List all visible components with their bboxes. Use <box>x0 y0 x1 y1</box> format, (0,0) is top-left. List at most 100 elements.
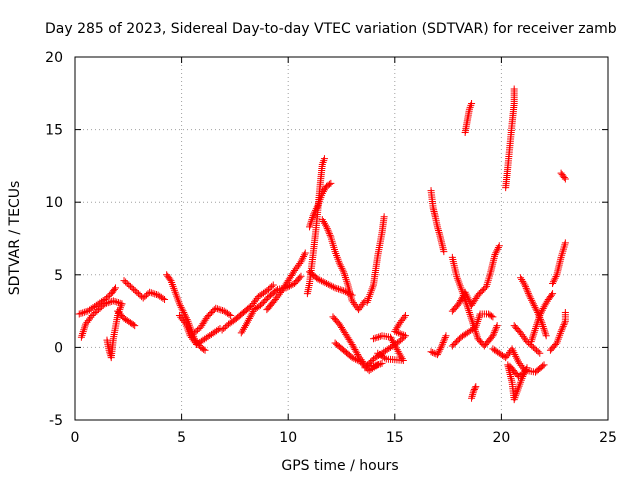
data-point <box>311 206 319 214</box>
data-point <box>434 225 442 233</box>
data-point <box>325 230 333 238</box>
data-point <box>336 261 344 269</box>
data-point <box>161 295 169 303</box>
data-point <box>542 330 550 338</box>
y-tick-label-0: -5 <box>49 413 63 429</box>
data-point <box>111 298 119 306</box>
data-point <box>531 345 539 353</box>
data-point <box>328 282 336 290</box>
data-point <box>101 300 109 308</box>
data-point <box>351 345 359 353</box>
data-point <box>343 289 351 297</box>
data-point <box>387 335 395 343</box>
data-point <box>109 297 117 305</box>
data-point <box>455 300 463 308</box>
data-point <box>287 281 295 289</box>
data-point <box>194 326 202 334</box>
data-point <box>206 310 214 318</box>
data-point <box>318 189 326 197</box>
data-point <box>335 259 343 267</box>
data-point <box>312 205 320 213</box>
data-point <box>392 326 400 334</box>
data-point <box>533 346 541 354</box>
data-point <box>549 290 557 298</box>
data-point <box>175 300 183 308</box>
data-point <box>533 307 541 315</box>
data-point <box>435 347 443 355</box>
data-point <box>77 309 85 317</box>
data-point <box>530 302 538 310</box>
data-point <box>536 311 544 319</box>
data-point <box>306 223 314 231</box>
data-point <box>466 310 474 318</box>
data-point <box>264 285 272 293</box>
axis-ticks: 0 5 10 15 20 25 -5 0 5 10 15 20 <box>45 50 617 446</box>
data-point <box>331 284 339 292</box>
data-point <box>529 343 537 351</box>
data-point <box>561 309 569 317</box>
data-point <box>306 221 314 229</box>
data-point <box>389 339 397 347</box>
data-point <box>79 328 87 336</box>
data-point <box>528 334 536 342</box>
data-point <box>394 347 402 355</box>
data-point <box>539 362 547 370</box>
data-point <box>262 295 270 303</box>
data-point <box>492 323 500 331</box>
data-point <box>362 362 370 370</box>
data-point <box>391 327 399 335</box>
data-point <box>557 327 565 335</box>
data-point <box>176 302 184 310</box>
data-point <box>136 291 144 299</box>
data-point <box>387 333 395 341</box>
data-point <box>528 336 536 344</box>
data-point <box>343 279 351 287</box>
data-point <box>269 281 277 289</box>
data-point <box>435 228 443 236</box>
data-point <box>320 157 328 165</box>
data-point <box>487 312 495 320</box>
data-point <box>205 311 213 319</box>
data-point <box>491 327 499 335</box>
data-point <box>434 349 442 357</box>
data-point <box>106 298 114 306</box>
data-point <box>393 346 401 354</box>
data-point <box>521 368 529 376</box>
data-point <box>110 285 118 293</box>
data-point <box>401 332 409 340</box>
data-point <box>436 345 444 353</box>
data-point <box>203 313 211 321</box>
data-point <box>560 174 568 182</box>
data-point <box>299 254 307 262</box>
data-point <box>152 291 160 299</box>
data-point <box>532 305 540 313</box>
data-point <box>75 310 83 318</box>
data-point <box>391 342 399 350</box>
plot-frame <box>74 56 609 421</box>
data-point <box>319 217 327 225</box>
data-point <box>217 306 225 314</box>
data-point <box>532 325 540 333</box>
data-point <box>240 323 248 331</box>
data-point <box>358 359 366 367</box>
data-point <box>87 313 95 321</box>
data-point <box>494 244 502 252</box>
data-point <box>333 284 341 292</box>
chart-title: Day 285 of 2023, Sidereal Day-to-day VTE… <box>45 21 617 37</box>
data-point <box>427 348 435 356</box>
data-point <box>326 231 334 239</box>
data-point <box>528 342 536 350</box>
data-point <box>373 334 381 342</box>
data-point <box>468 392 476 400</box>
data-point <box>493 322 501 330</box>
data-point <box>238 327 246 335</box>
data-point <box>322 221 330 229</box>
data-point <box>549 278 557 286</box>
data-point <box>529 298 537 306</box>
data-point <box>338 286 346 294</box>
data-point <box>318 216 326 224</box>
data-point <box>350 344 358 352</box>
data-point <box>314 275 322 283</box>
data-point <box>448 342 456 350</box>
data-point <box>541 301 549 309</box>
